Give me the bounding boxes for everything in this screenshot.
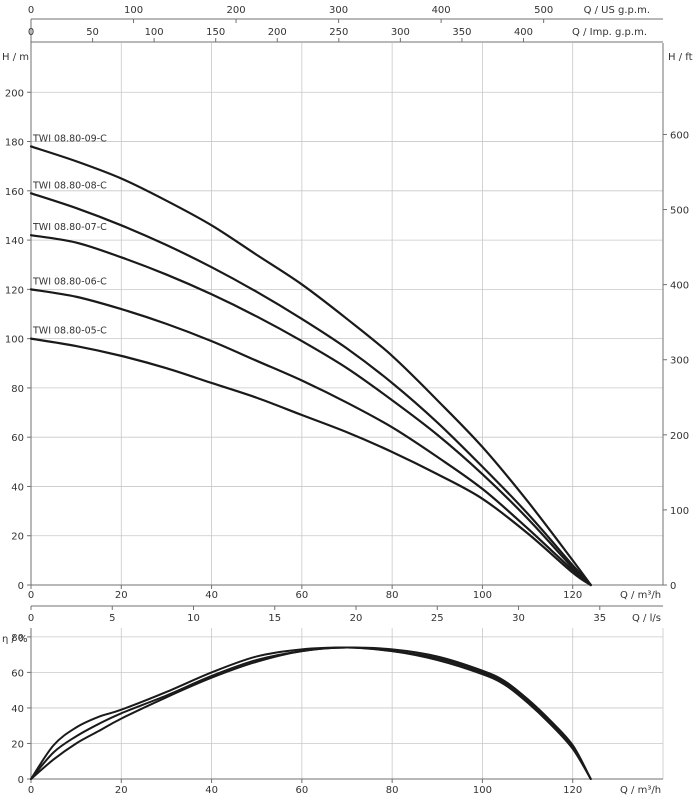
series-label: TWI 08.80-07-C xyxy=(32,222,107,233)
tick-label-x-flow: 0 xyxy=(28,590,34,601)
tick-label-y-head-ft: 200 xyxy=(670,431,689,442)
tick-label-y-head: 160 xyxy=(5,187,24,198)
tick-label-y-efficiency: 40 xyxy=(11,704,24,715)
tick-label-x-efficiency: 0 xyxy=(28,785,34,796)
axis-label-head-ft: H / ft xyxy=(668,52,693,63)
tick-label-y-efficiency: 0 xyxy=(18,775,24,786)
axis-label-flow-efficiency: Q / m³/h xyxy=(620,785,661,796)
tick-label-y-head-ft: 500 xyxy=(670,206,689,217)
tick-label-x-flow: 100 xyxy=(473,590,492,601)
tick-label-y-head: 140 xyxy=(5,236,24,247)
series-label: TWI 08.80-09-C xyxy=(32,133,107,144)
tick-label-flow-ls: 10 xyxy=(187,613,200,624)
tick-label-y-head-ft: 600 xyxy=(670,130,689,141)
tick-label-us-gpm: 0 xyxy=(28,5,34,16)
tick-label-imp-gpm: 50 xyxy=(86,27,99,38)
series-label: TWI 08.80-05-C xyxy=(32,326,107,337)
tick-label-y-head: 20 xyxy=(11,532,24,543)
tick-label-x-flow: 60 xyxy=(295,590,308,601)
tick-label-x-efficiency: 60 xyxy=(295,785,308,796)
tick-label-y-head-ft: 100 xyxy=(670,506,689,517)
tick-label-y-head: 60 xyxy=(11,433,24,444)
tick-label-x-flow: 20 xyxy=(115,590,128,601)
head-curve xyxy=(29,337,592,587)
tick-label-x-flow: 40 xyxy=(205,590,218,601)
axis-label-head-m: H / m xyxy=(2,52,29,63)
tick-label-us-gpm: 100 xyxy=(124,5,143,16)
head-curve xyxy=(29,288,592,587)
tick-label-flow-ls: 25 xyxy=(431,613,444,624)
tick-label-imp-gpm: 300 xyxy=(391,27,410,38)
tick-label-x-efficiency: 80 xyxy=(386,785,399,796)
axis-label-imp-gpm: Q / Imp. g.p.m. xyxy=(572,27,647,38)
tick-label-flow-ls: 0 xyxy=(28,613,34,624)
efficiency-curve xyxy=(30,646,592,780)
tick-label-y-head-ft: 400 xyxy=(670,281,689,292)
tick-label-imp-gpm: 400 xyxy=(514,27,533,38)
tick-label-x-efficiency: 20 xyxy=(115,785,128,796)
tick-label-flow-ls: 35 xyxy=(593,613,606,624)
tick-label-y-head: 200 xyxy=(5,88,24,99)
tick-label-flow-ls: 30 xyxy=(512,613,525,624)
tick-label-x-efficiency: 40 xyxy=(205,785,218,796)
axis-label-flow-m3h: Q / m³/h xyxy=(620,590,661,601)
tick-label-x-efficiency: 100 xyxy=(473,785,492,796)
tick-label-flow-ls: 5 xyxy=(109,613,115,624)
efficiency-curve xyxy=(30,646,592,780)
tick-label-flow-ls: 20 xyxy=(350,613,363,624)
tick-label-us-gpm: 200 xyxy=(227,5,246,16)
efficiency-curve xyxy=(30,646,592,780)
tick-label-imp-gpm: 350 xyxy=(452,27,471,38)
axis-label-us-gpm: Q / US g.p.m. xyxy=(584,5,650,16)
head-curve xyxy=(29,234,592,587)
tick-label-y-head: 0 xyxy=(18,581,24,592)
tick-label-imp-gpm: 0 xyxy=(28,27,34,38)
tick-label-us-gpm: 300 xyxy=(329,5,348,16)
tick-label-x-flow: 120 xyxy=(563,590,582,601)
axis-label-efficiency: η / % xyxy=(2,634,28,645)
tick-label-flow-ls: 15 xyxy=(268,613,281,624)
series-label: TWI 08.80-06-C xyxy=(32,276,107,287)
axis-label-flow-ls: Q / l/s xyxy=(632,613,661,624)
tick-label-x-flow: 80 xyxy=(386,590,399,601)
tick-label-imp-gpm: 100 xyxy=(145,27,164,38)
tick-label-y-head: 120 xyxy=(5,285,24,296)
tick-label-imp-gpm: 150 xyxy=(206,27,225,38)
tick-label-y-efficiency: 60 xyxy=(11,668,24,679)
tick-label-y-efficiency: 20 xyxy=(11,739,24,750)
head-curve xyxy=(29,192,592,587)
tick-label-y-head-ft: 0 xyxy=(670,581,676,592)
tick-label-y-head-ft: 300 xyxy=(670,356,689,367)
head-curve-panel: 0 100 200 300 400 500 Q / US g.p.m.0 50 100 150 20… xyxy=(2,5,693,624)
tick-label-y-efficiency: 80 xyxy=(11,633,24,644)
tick-label-y-head: 40 xyxy=(11,482,24,493)
tick-label-x-efficiency: 120 xyxy=(563,785,582,796)
tick-label-us-gpm: 500 xyxy=(534,5,553,16)
series-label: TWI 08.80-08-C xyxy=(32,180,107,191)
tick-label-imp-gpm: 200 xyxy=(268,27,287,38)
tick-label-imp-gpm: 250 xyxy=(329,27,348,38)
tick-label-us-gpm: 400 xyxy=(432,5,451,16)
head-curve xyxy=(29,145,592,587)
tick-label-y-head: 80 xyxy=(11,384,24,395)
tick-label-y-head: 180 xyxy=(5,138,24,149)
tick-label-y-head: 100 xyxy=(5,335,24,346)
